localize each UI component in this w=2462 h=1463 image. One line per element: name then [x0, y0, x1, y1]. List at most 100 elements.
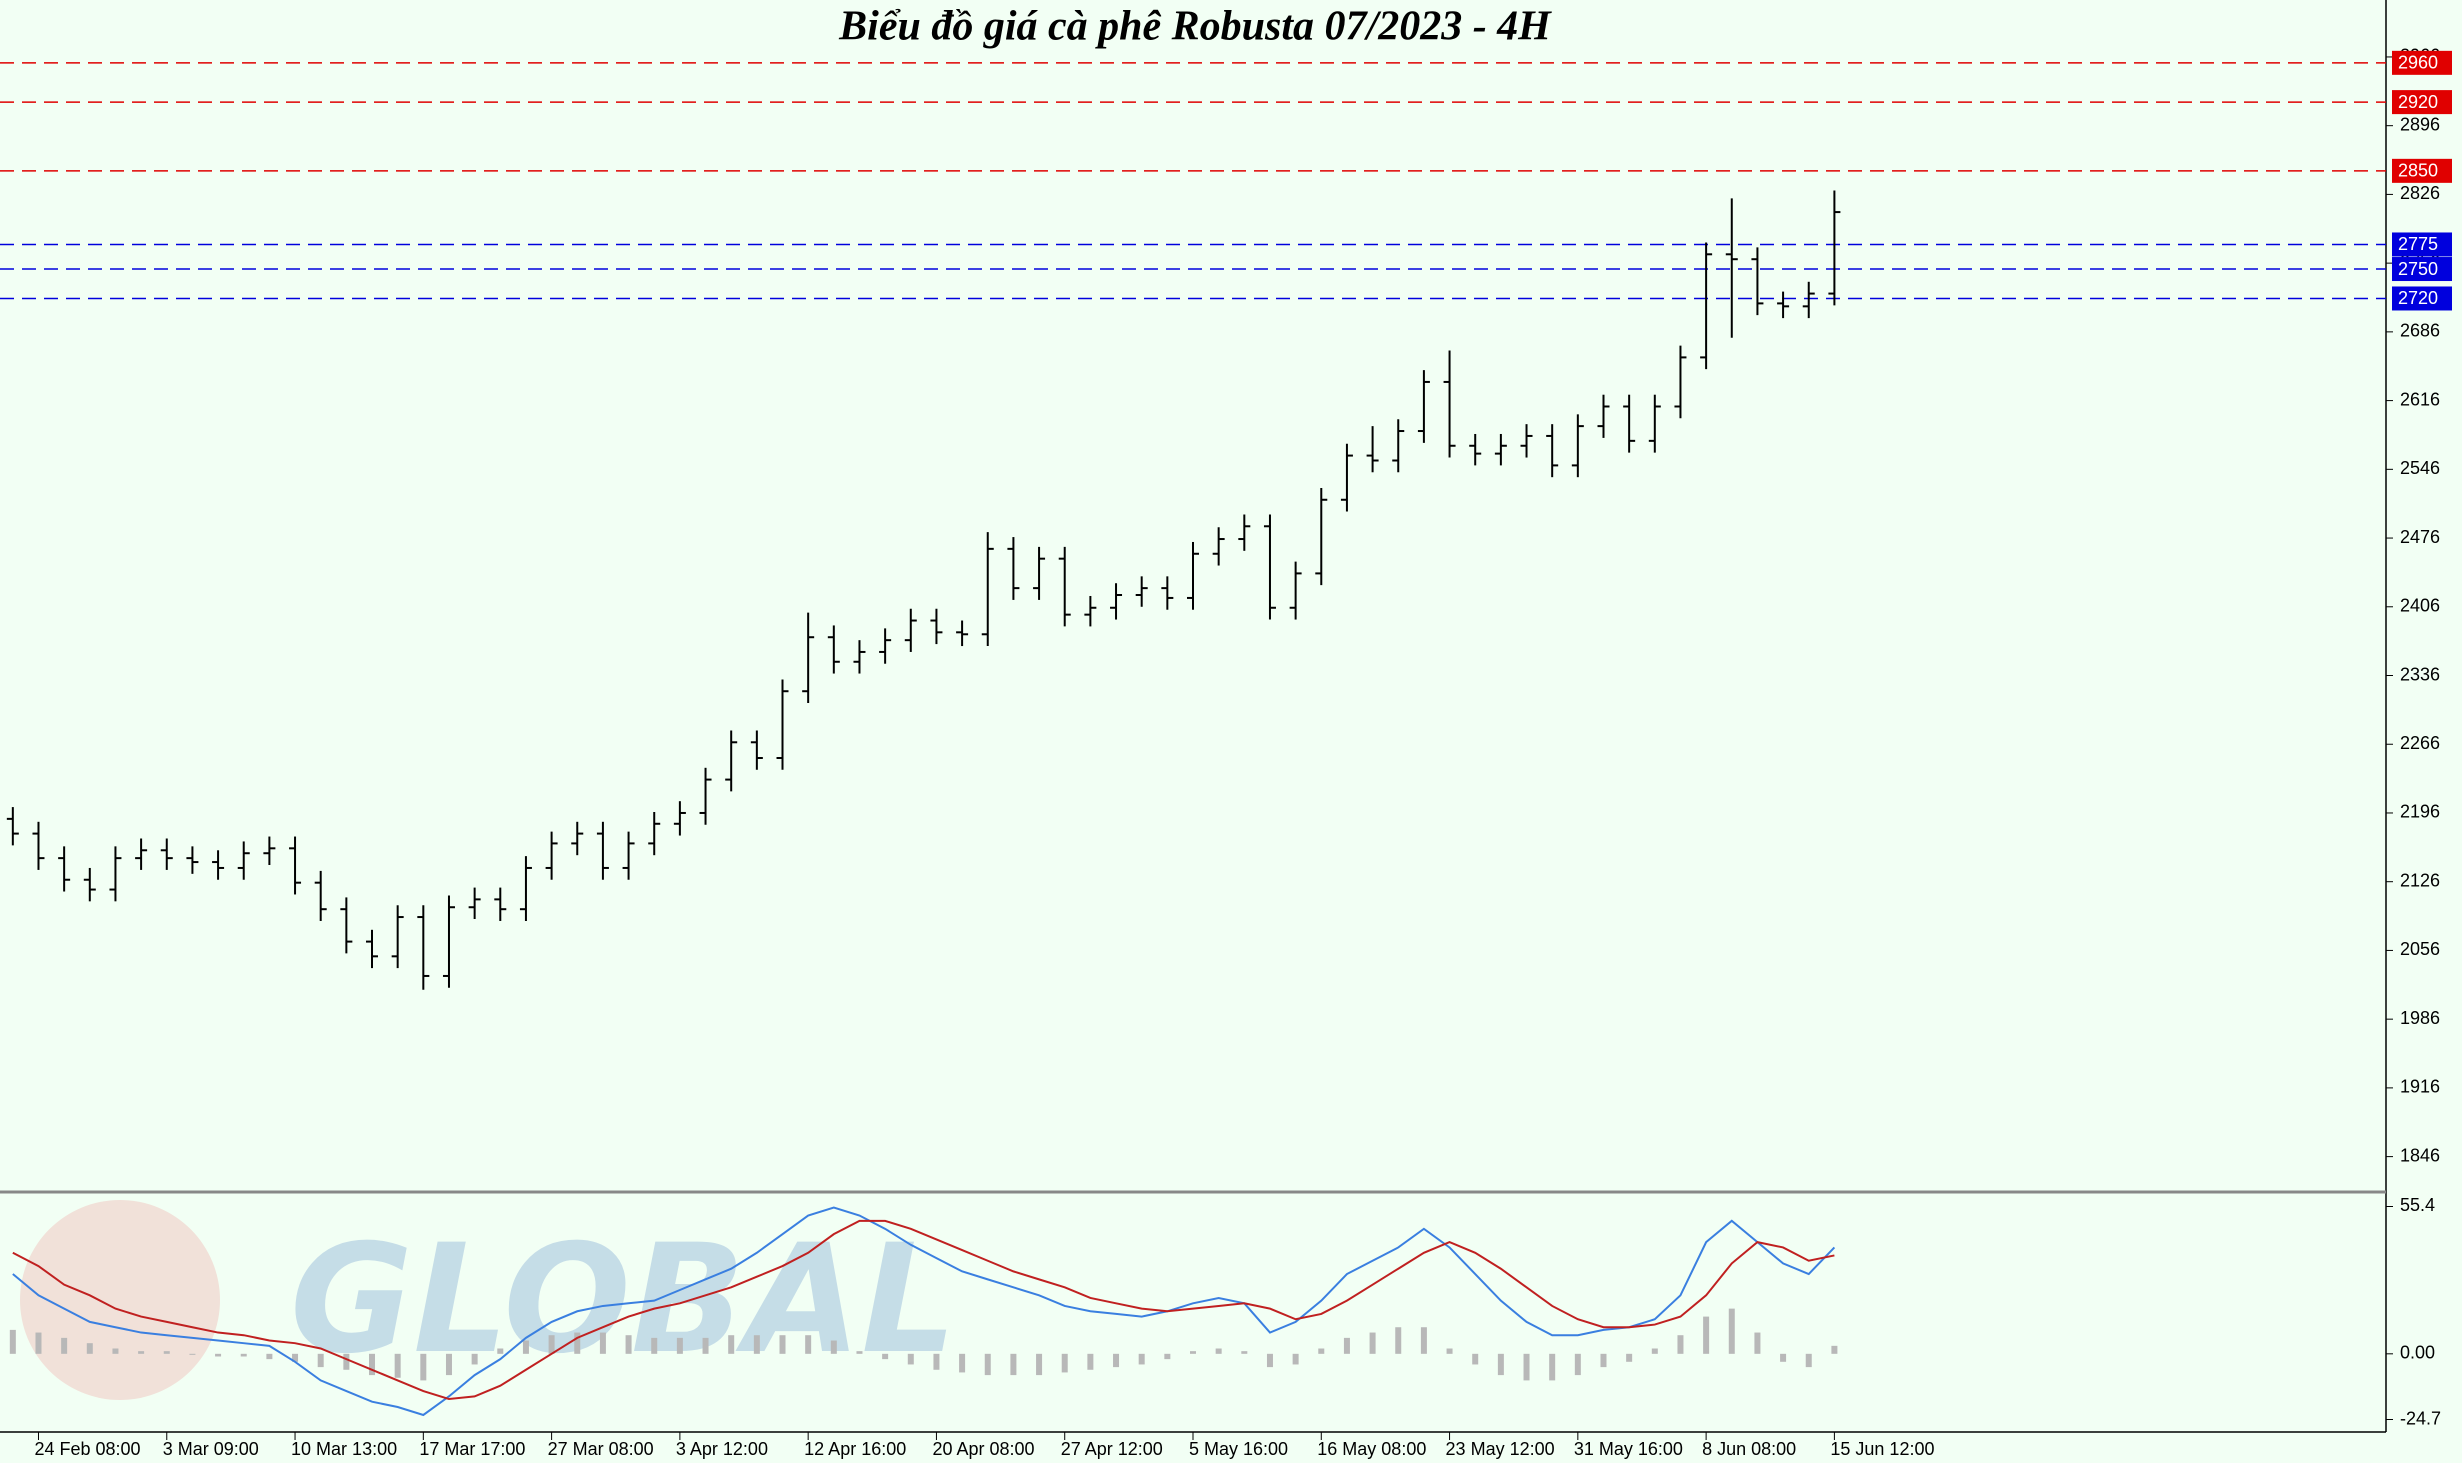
- histogram-bar: [702, 1337, 709, 1354]
- histogram-bar: [1010, 1353, 1017, 1376]
- x-tick-label: 10 Mar 13:00: [291, 1439, 397, 1459]
- histogram-bar: [1472, 1353, 1479, 1365]
- level-badge: [2392, 232, 2452, 257]
- histogram-bar: [394, 1353, 401, 1378]
- histogram-bar: [1215, 1348, 1222, 1354]
- histogram-bar: [1549, 1353, 1556, 1381]
- histogram-bar: [1651, 1348, 1658, 1354]
- logo: [20, 1200, 220, 1400]
- histogram-bar: [1266, 1353, 1273, 1368]
- histogram-bar: [189, 1353, 196, 1355]
- histogram-bar: [1113, 1353, 1120, 1368]
- x-tick-label: 17 Mar 17:00: [419, 1439, 525, 1459]
- histogram-bar: [1831, 1345, 1838, 1354]
- x-tick-label: 16 May 08:00: [1317, 1439, 1426, 1459]
- watermark: GLOBAL: [290, 1213, 957, 1387]
- histogram-bar: [856, 1351, 863, 1354]
- histogram-bar: [9, 1329, 16, 1354]
- histogram-bar: [240, 1353, 247, 1357]
- histogram-bar: [112, 1348, 119, 1354]
- histogram-bar: [61, 1337, 68, 1354]
- histogram-bar: [907, 1353, 914, 1365]
- level-label: 2920: [2398, 92, 2438, 112]
- histogram-bar: [522, 1340, 529, 1354]
- x-tick-label: 15 Jun 12:00: [1830, 1439, 1934, 1459]
- x-tick-label: 24 Feb 08:00: [34, 1439, 140, 1459]
- y-tick-label: 2406: [2400, 596, 2440, 616]
- histogram-bar: [1318, 1348, 1325, 1354]
- histogram-bar: [1805, 1353, 1812, 1368]
- histogram-bar: [471, 1353, 478, 1365]
- y-tick-label: 2896: [2400, 114, 2440, 134]
- indicator-line: [12, 1206, 1836, 1417]
- histogram-bar: [1626, 1353, 1633, 1362]
- histogram-bar: [292, 1353, 299, 1362]
- histogram-bar: [1343, 1337, 1350, 1354]
- level-label: 2775: [2398, 234, 2438, 254]
- x-tick-label: 5 May 16:00: [1189, 1439, 1288, 1459]
- y-tick-label: 2336: [2400, 664, 2440, 684]
- histogram-bar: [1703, 1316, 1710, 1354]
- histogram-bar: [369, 1353, 376, 1376]
- histogram-bar: [215, 1353, 222, 1357]
- chart-title: Biểu đồ giá cà phê Robusta 07/2023 - 4H: [838, 4, 1552, 50]
- level-label: 2850: [2398, 161, 2438, 181]
- histogram-bar: [1369, 1332, 1376, 1354]
- y-tick-label: 2056: [2400, 939, 2440, 959]
- level-badge: [2392, 286, 2452, 311]
- y-tick-label: 2686: [2400, 321, 2440, 341]
- histogram-bar: [805, 1335, 812, 1354]
- histogram-bar: [1754, 1332, 1761, 1354]
- histogram-bar: [420, 1353, 427, 1381]
- level-label: 2720: [2398, 288, 2438, 308]
- x-tick-label: 3 Mar 09:00: [163, 1439, 259, 1459]
- x-tick-label: 12 Apr 16:00: [804, 1439, 906, 1459]
- y-tick-label: 2826: [2400, 183, 2440, 203]
- level-badge: [2392, 257, 2452, 282]
- indicator-line: [12, 1219, 1835, 1401]
- histogram-bar: [1061, 1353, 1068, 1373]
- histogram-bar: [1292, 1353, 1299, 1365]
- x-tick-label: 27 Apr 12:00: [1061, 1439, 1163, 1459]
- histogram-bar: [779, 1335, 786, 1354]
- histogram-bar: [1420, 1327, 1427, 1354]
- x-tick-label: 8 Jun 08:00: [1702, 1439, 1796, 1459]
- histogram-bar: [35, 1332, 42, 1354]
- histogram-bar: [1036, 1353, 1043, 1376]
- histogram-bar: [882, 1353, 889, 1360]
- histogram-bar: [317, 1353, 324, 1368]
- x-tick-label: 23 May 12:00: [1446, 1439, 1555, 1459]
- histogram-bar: [1395, 1327, 1402, 1354]
- histogram-bar: [728, 1335, 735, 1354]
- histogram-bar: [445, 1353, 452, 1376]
- y-tick-label: 1846: [2400, 1145, 2440, 1165]
- histogram-bar: [753, 1335, 760, 1354]
- histogram-bar: [1087, 1353, 1094, 1370]
- y-tick-label: 1986: [2400, 1008, 2440, 1028]
- level-label: 2750: [2398, 259, 2438, 279]
- y-tick-label: 1916: [2400, 1077, 2440, 1097]
- y-tick-label: 2266: [2400, 733, 2440, 753]
- histogram-bar: [1728, 1308, 1735, 1354]
- y-tick-label: -24.7: [2400, 1408, 2441, 1428]
- y-tick-label: 2196: [2400, 802, 2440, 822]
- histogram-bar: [574, 1332, 581, 1354]
- histogram-bar: [266, 1353, 273, 1360]
- histogram-bar: [933, 1353, 940, 1370]
- y-tick-label: 2546: [2400, 458, 2440, 478]
- histogram-bar: [1497, 1353, 1504, 1376]
- histogram-bar: [548, 1335, 555, 1354]
- histogram-bar: [676, 1337, 683, 1354]
- histogram-bar: [1523, 1353, 1530, 1381]
- y-tick-label: 2126: [2400, 870, 2440, 890]
- histogram-bar: [138, 1351, 145, 1354]
- level-badge: [2392, 50, 2452, 75]
- histogram-bar: [625, 1335, 632, 1354]
- x-tick-label: 27 Mar 08:00: [548, 1439, 654, 1459]
- histogram-bar: [1780, 1353, 1787, 1362]
- y-tick-label: 2616: [2400, 389, 2440, 409]
- histogram-bar: [1241, 1351, 1248, 1354]
- y-tick-label: 55.4: [2400, 1195, 2435, 1215]
